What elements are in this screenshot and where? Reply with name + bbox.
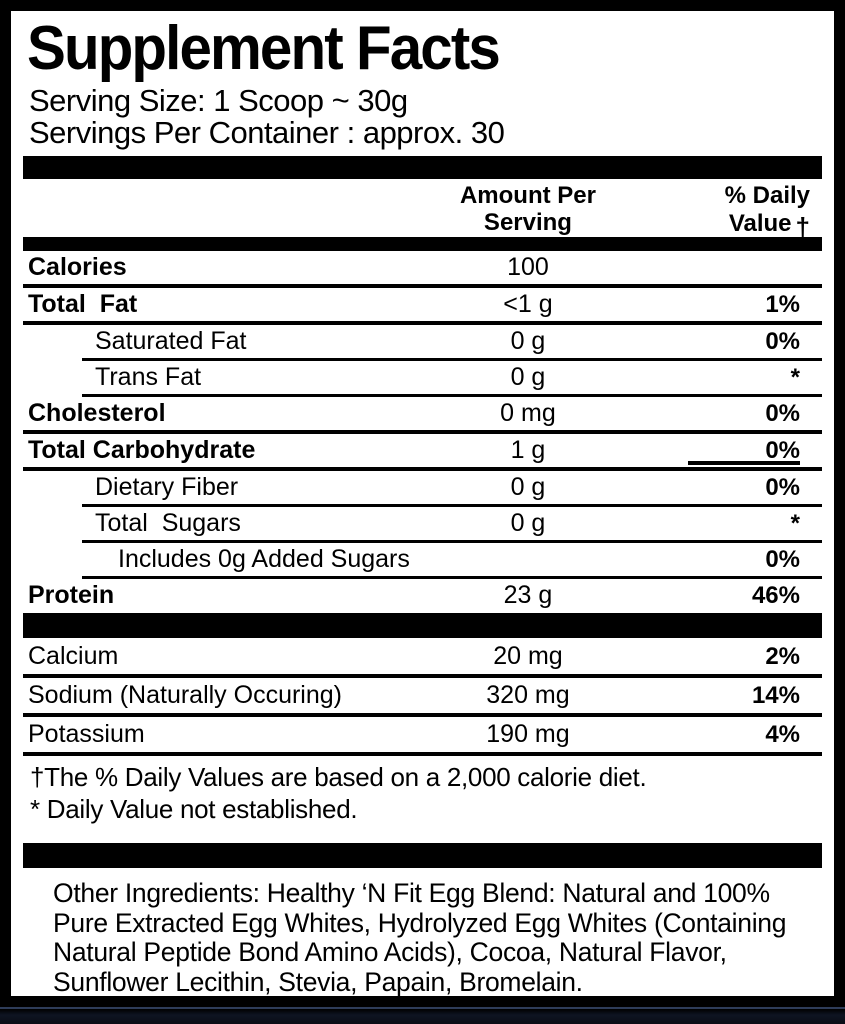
separator-line: [23, 674, 822, 678]
nutrient-daily-value: *: [790, 364, 800, 391]
fact-row-potassium: Potassium 190 mg 4%: [23, 717, 822, 752]
separator-line: [23, 284, 822, 288]
fact-row-calcium: Calcium 20 mg 2%: [23, 639, 822, 674]
nutrient-name: Potassium: [28, 720, 145, 748]
nutrient-name: Trans Fat: [95, 363, 202, 391]
other-ingredients: Other Ingredients: Healthy ‘N Fit Egg Bl…: [53, 878, 787, 997]
nutrient-amount: 0 g: [510, 363, 546, 391]
fact-row-sodium: Sodium (Naturally Occuring) 320 mg 14%: [23, 678, 822, 713]
separator-line: [82, 576, 822, 579]
nutrient-daily-value: 46%: [751, 582, 800, 609]
nutrient-name: Total Fat: [28, 290, 138, 318]
nutrient-name: Dietary Fiber: [95, 473, 239, 501]
separator-line: [23, 321, 822, 325]
fact-row-total-fat: Total Fat <1 g 1%: [23, 288, 822, 321]
nutrient-name: Calories: [28, 253, 127, 281]
serving-size: Serving Size: 1 Scoop ~ 30g: [29, 83, 408, 118]
nutrient-name: Saturated Fat: [95, 327, 247, 355]
nutrient-daily-value: 0%: [765, 400, 800, 427]
divider-bar-bottom: [23, 843, 822, 868]
nutrient-amount: 23 g: [503, 581, 553, 609]
fact-row-total-sugars: Total Sugars 0 g *: [23, 507, 822, 540]
panel-title: Supplement Facts: [27, 14, 501, 83]
nutrient-daily-value: 1%: [765, 291, 800, 318]
separator-line: [23, 430, 822, 434]
photo-bottom-edge: [0, 1007, 845, 1024]
fact-row-added-sugars: Includes 0g Added Sugars 0%: [23, 543, 822, 576]
nutrient-name: Total Sugars: [95, 509, 241, 537]
nutrient-name: Sodium (Naturally Occuring): [28, 681, 342, 709]
nutrient-daily-value: 0%: [765, 546, 800, 573]
nutrient-amount: 0 g: [510, 509, 546, 537]
amount-per-serving-header: Amount Per Serving: [460, 182, 596, 236]
panel-content: Supplement Facts Serving Size: 1 Scoop ~…: [11, 11, 834, 997]
separator-line: [82, 358, 822, 361]
nutrient-name: Total Carbohydrate: [28, 436, 256, 464]
nutrient-daily-value: 0%: [765, 328, 800, 355]
separator-line: [23, 752, 822, 756]
nutrient-amount: 0 mg: [500, 399, 556, 427]
nutrition-facts-rows: Calories 100 Total Fat <1 g 1% Saturated Fat 0…: [23, 251, 822, 612]
footnote-not-established: * Daily Value not established.: [30, 794, 358, 824]
nutrient-daily-value: *: [790, 510, 800, 537]
nutrient-amount: <1 g: [503, 290, 553, 318]
amount-header-line1: Amount Per: [459, 182, 596, 209]
nutrient-daily-value: 2%: [765, 643, 800, 670]
separator-line: [82, 504, 822, 507]
mineral-rows: Calcium 20 mg 2% Sodium (Naturally Occuring…: [23, 639, 822, 756]
nutrient-amount: 20 mg: [493, 642, 563, 670]
nutrient-amount: 100: [507, 253, 549, 281]
divider-bar-header: [23, 237, 822, 251]
nutrient-daily-value: 14%: [751, 682, 800, 709]
column-headers: Amount Per Serving % Daily Value †: [23, 179, 822, 241]
fact-row-dietary-fiber: Dietary Fiber 0 g 0%: [23, 471, 822, 504]
nutrient-name: Calcium: [28, 642, 119, 670]
footnote-daily-values: †The % Daily Values are based on a 2,000…: [30, 762, 647, 792]
fact-row-saturated-fat: Saturated Fat 0 g 0%: [23, 325, 822, 358]
nutrient-name: Includes 0g Added Sugars: [118, 545, 410, 573]
separator-line: [23, 467, 822, 471]
nutrient-amount: 190 mg: [486, 720, 570, 748]
fact-row-total-carbohydrate: Total Carbohydrate 1 g 0%: [23, 434, 822, 467]
nutrient-daily-value: 0%: [688, 434, 800, 465]
fact-row-calories: Calories 100: [23, 251, 822, 284]
footnotes: †The % Daily Values are based on a 2,000…: [30, 761, 822, 825]
nutrient-name: Protein: [28, 581, 115, 609]
fact-row-trans-fat: Trans Fat 0 g *: [23, 361, 822, 394]
divider-bar-protein: [23, 613, 822, 638]
divider-bar-top: [23, 156, 822, 179]
daily-value-header: % Daily Value †: [724, 182, 810, 241]
fact-row-cholesterol: Cholesterol 0 mg 0%: [23, 397, 822, 430]
nutrient-daily-value: 4%: [765, 721, 800, 748]
nutrient-amount: 1 g: [510, 436, 546, 464]
fact-row-protein: Protein 23 g 46%: [23, 579, 822, 612]
nutrient-name: Cholesterol: [28, 399, 166, 427]
nutrient-daily-value: 0%: [765, 474, 800, 501]
nutrient-amount: 0 g: [510, 327, 546, 355]
servings-per-container: Servings Per Container : approx. 30: [29, 115, 505, 150]
dagger-symbol: †: [795, 212, 810, 242]
separator-line: [82, 394, 822, 397]
dv-header-line1: % Daily: [724, 182, 810, 209]
nutrient-amount: 320 mg: [486, 681, 570, 709]
nutrient-amount: 0 g: [510, 473, 546, 501]
dv-header-line2: Value: [728, 210, 792, 237]
amount-header-line2: Serving: [483, 209, 572, 236]
separator-line: [82, 540, 822, 543]
separator-line: [23, 713, 822, 717]
